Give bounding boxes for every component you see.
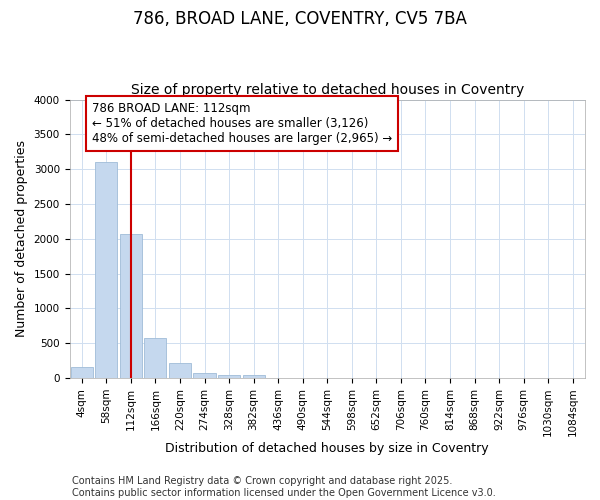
- Text: Contains HM Land Registry data © Crown copyright and database right 2025.
Contai: Contains HM Land Registry data © Crown c…: [72, 476, 496, 498]
- Bar: [218, 374, 240, 378]
- Bar: [242, 374, 265, 378]
- Bar: [71, 368, 93, 378]
- Y-axis label: Number of detached properties: Number of detached properties: [15, 140, 28, 338]
- Title: Size of property relative to detached houses in Coventry: Size of property relative to detached ho…: [131, 83, 524, 97]
- Bar: [169, 364, 191, 378]
- Bar: [95, 162, 118, 378]
- Bar: [145, 338, 166, 378]
- Text: 786, BROAD LANE, COVENTRY, CV5 7BA: 786, BROAD LANE, COVENTRY, CV5 7BA: [133, 10, 467, 28]
- Text: 786 BROAD LANE: 112sqm
← 51% of detached houses are smaller (3,126)
48% of semi-: 786 BROAD LANE: 112sqm ← 51% of detached…: [92, 102, 392, 146]
- Bar: [120, 234, 142, 378]
- Bar: [193, 373, 215, 378]
- X-axis label: Distribution of detached houses by size in Coventry: Distribution of detached houses by size …: [166, 442, 489, 455]
